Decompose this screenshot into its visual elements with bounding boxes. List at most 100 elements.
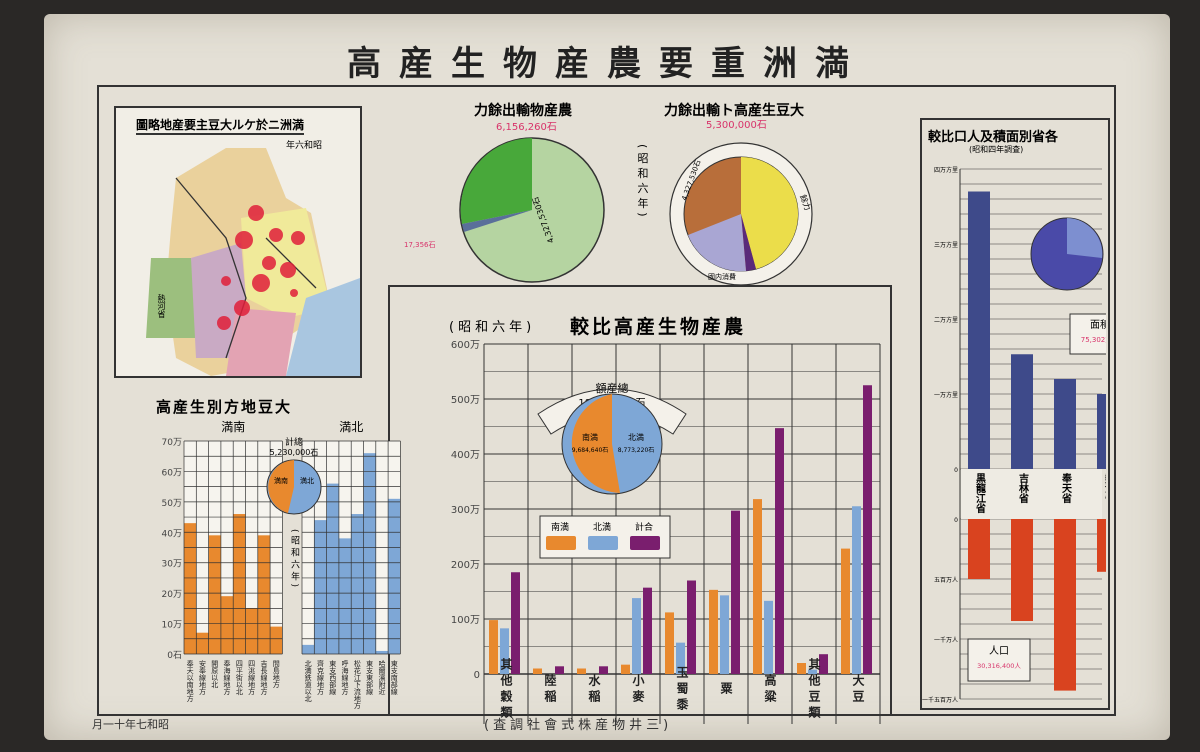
population-tick-label: 五百万人 xyxy=(934,577,958,584)
bar-total xyxy=(511,572,520,674)
bar-population xyxy=(1097,519,1106,572)
y-tick-label: 0 xyxy=(474,670,480,681)
y-tick-label: 500万 xyxy=(451,395,480,406)
poster: 満洲重要農産物生産高 満洲ニ於ケル大豆主要産地略圖 昭和六年 熱河省 農産物輸出… xyxy=(44,14,1170,740)
category-label: 粟 xyxy=(719,682,733,698)
area-tick-label: 一万方里 xyxy=(934,391,958,399)
export-pie-total: 6,156,260石 xyxy=(496,122,557,133)
region-label: 東支西部線 xyxy=(329,659,337,695)
bar-south xyxy=(270,626,283,654)
population-box-value: 30,316,400人 xyxy=(977,662,1021,670)
soy-pie-title: 大豆生産高ト輸出餘力 xyxy=(664,103,804,119)
bar-north xyxy=(363,453,376,654)
main-chart-subtitle: (昭和六年) xyxy=(449,320,536,335)
group-label: 南満 xyxy=(221,419,245,434)
inset-pie-title: 總計 xyxy=(285,436,303,448)
bar-south xyxy=(709,589,718,674)
area-tick-label: 四万方里 xyxy=(934,166,958,174)
y-tick-label: 70万 xyxy=(162,438,182,448)
bar-south xyxy=(665,612,674,674)
y-tick-label: 200万 xyxy=(451,560,480,571)
map-province-label: 熱河省 xyxy=(157,294,166,318)
province-chart-subtitle: (昭和四年調査) xyxy=(969,145,1024,154)
bar-north xyxy=(351,514,364,654)
bar-total xyxy=(819,654,828,674)
y-tick-label: 0石 xyxy=(167,651,182,661)
bar-south xyxy=(184,523,197,654)
bar-south xyxy=(489,620,498,674)
bar-north xyxy=(720,595,729,674)
region-label: 奉天以南地方 xyxy=(186,659,194,703)
bar-south xyxy=(621,664,630,674)
map-title: 満洲ニ於ケル大豆主要産地略圖 xyxy=(136,116,305,135)
bar-south xyxy=(577,668,586,674)
region-label: 呼海線地方 xyxy=(341,659,349,696)
bar-total xyxy=(643,587,652,674)
bar-south xyxy=(841,548,850,674)
province-label: 吉林省 xyxy=(1017,472,1030,504)
main-chart-title: 農産物生産高比較 xyxy=(570,316,747,338)
bar-total xyxy=(687,580,696,674)
area-tick-label: 0 xyxy=(954,467,958,474)
bar-north xyxy=(808,669,817,674)
bar-south xyxy=(753,499,762,674)
bar-total xyxy=(731,510,740,674)
bar-south xyxy=(245,608,258,654)
bar-area xyxy=(1054,379,1076,469)
bar-north xyxy=(375,650,389,654)
pie-slice-other xyxy=(460,138,532,224)
y-tick-label: 600万 xyxy=(451,340,480,351)
region-label: 東支東部線 xyxy=(366,659,374,695)
export-pie: 4,327,530石 xyxy=(459,137,605,283)
pie-slice-misc xyxy=(462,210,532,232)
bar-south xyxy=(797,663,806,674)
category-label: 玉蜀黍 xyxy=(675,666,689,714)
soy-pie: 4,327,530石 餘力 國内消費 xyxy=(669,142,813,286)
legend-label: 満南 xyxy=(551,521,569,533)
bar-south xyxy=(208,535,221,654)
bar-north xyxy=(388,498,401,654)
region-label: 哈爾濱附近 xyxy=(378,659,386,696)
bar-north xyxy=(302,644,315,654)
region-label: 奉海線地方 xyxy=(223,659,231,696)
bar-south xyxy=(533,668,542,674)
footer-date: 昭和七年十一月 xyxy=(92,718,169,731)
y-tick-label: 100万 xyxy=(451,615,480,626)
population-tick-label: 一千万人 xyxy=(934,636,958,644)
region-label: 開原以北 xyxy=(211,660,219,689)
bar-north xyxy=(632,598,641,674)
bar-total xyxy=(863,385,872,674)
legend-label: 満北 xyxy=(593,522,611,533)
region-label: 北満鉄道以北 xyxy=(304,660,312,703)
bar-population xyxy=(1011,519,1033,621)
y-tick-label: 30万 xyxy=(162,560,182,570)
province-label: 黒龍江省 xyxy=(974,473,987,514)
inset-pie-label: 満北 xyxy=(300,477,314,485)
bar-north xyxy=(764,600,773,674)
bar-north xyxy=(852,506,861,674)
legend-swatch xyxy=(546,536,576,550)
y-tick-label: 20万 xyxy=(162,590,182,600)
showa6-vertical: (昭和六年) xyxy=(636,144,649,221)
population-box xyxy=(967,638,1031,682)
bar-north xyxy=(500,628,509,674)
soybean-map: 満洲ニ於ケル大豆主要産地略圖 昭和六年 熱河省 xyxy=(114,106,362,378)
area-tick-label: 三万方里 xyxy=(934,241,958,249)
region-label: 松花江下流地方 xyxy=(353,659,361,709)
category-label: 陸稲 xyxy=(543,673,557,706)
bar-south xyxy=(233,514,246,654)
province-chart-box xyxy=(920,118,1110,710)
legend-swatch xyxy=(588,536,618,550)
area-box xyxy=(1069,313,1106,355)
region-label: 吉長線地方 xyxy=(260,660,268,696)
inset-pie-label: 満北 xyxy=(628,433,644,442)
bar-south xyxy=(220,596,234,654)
soy-pie-total: 5,300,000石 xyxy=(706,120,767,131)
bar-north xyxy=(676,642,685,674)
inset-pie-title: 總産額 xyxy=(596,381,629,395)
region-label: 齊克線地方 xyxy=(316,659,324,696)
legend-label: 合計 xyxy=(635,521,653,533)
map-graphic xyxy=(146,148,360,376)
area-box-title: 面積 xyxy=(1090,318,1106,331)
